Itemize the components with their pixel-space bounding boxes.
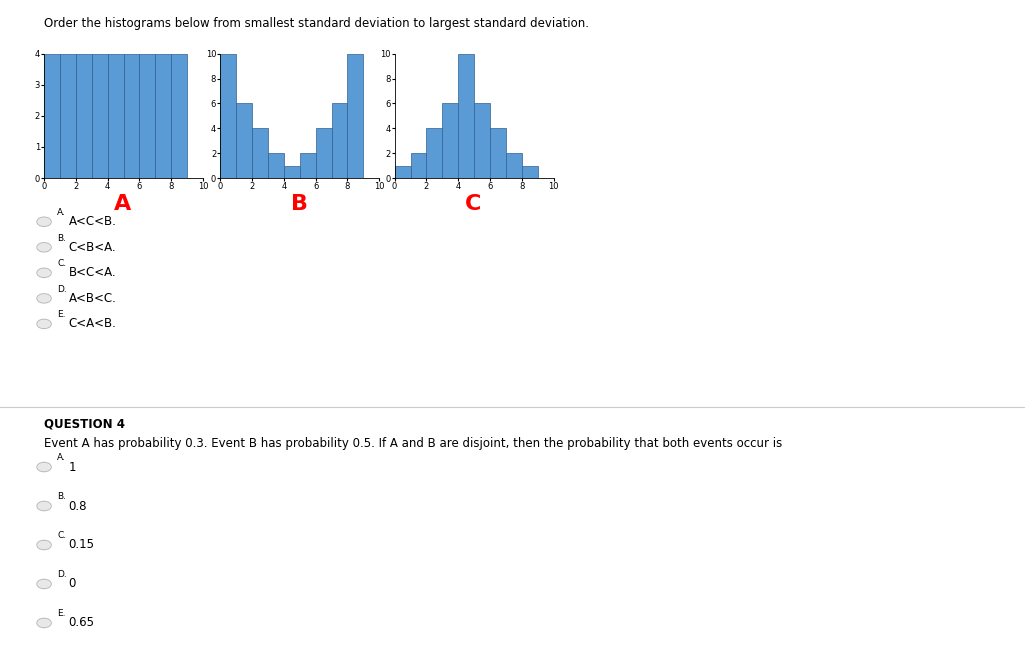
Text: B<C<A.: B<C<A. bbox=[69, 266, 116, 280]
Bar bbox=[474, 103, 490, 178]
Text: A.: A. bbox=[57, 454, 67, 462]
Text: QUESTION 4: QUESTION 4 bbox=[44, 418, 125, 431]
Text: E.: E. bbox=[57, 610, 66, 618]
Text: D.: D. bbox=[57, 285, 68, 294]
Text: C: C bbox=[465, 194, 482, 214]
Bar bbox=[347, 54, 364, 178]
Text: B: B bbox=[291, 194, 308, 214]
Bar bbox=[171, 54, 187, 178]
Text: C<A<B.: C<A<B. bbox=[69, 317, 117, 331]
Text: 0.15: 0.15 bbox=[69, 538, 94, 552]
Bar bbox=[220, 54, 236, 178]
Bar bbox=[299, 153, 316, 178]
Bar bbox=[44, 54, 59, 178]
Bar bbox=[156, 54, 171, 178]
Text: A<B<C.: A<B<C. bbox=[69, 292, 117, 305]
Text: A: A bbox=[115, 194, 131, 214]
Text: A.: A. bbox=[57, 208, 67, 217]
Text: 0.8: 0.8 bbox=[69, 499, 87, 513]
Bar bbox=[316, 128, 331, 178]
Bar bbox=[108, 54, 123, 178]
Bar bbox=[506, 153, 522, 178]
Text: D.: D. bbox=[57, 571, 68, 579]
Bar bbox=[395, 165, 410, 178]
Bar bbox=[490, 128, 506, 178]
Bar bbox=[426, 128, 442, 178]
Text: C<B<A.: C<B<A. bbox=[69, 241, 116, 254]
Bar bbox=[269, 153, 284, 178]
Bar bbox=[59, 54, 76, 178]
Text: C.: C. bbox=[57, 532, 67, 540]
Text: 1: 1 bbox=[69, 460, 76, 474]
Bar bbox=[443, 103, 458, 178]
Text: A<C<B.: A<C<B. bbox=[69, 215, 117, 228]
Text: Order the histograms below from smallest standard deviation to largest standard : Order the histograms below from smallest… bbox=[44, 17, 589, 30]
Bar bbox=[284, 165, 299, 178]
Bar bbox=[458, 54, 474, 178]
Text: Event A has probability 0.3. Event B has probability 0.5. If A and B are disjoin: Event A has probability 0.3. Event B has… bbox=[44, 437, 782, 450]
Text: B.: B. bbox=[57, 234, 67, 243]
Text: E.: E. bbox=[57, 310, 66, 319]
Bar bbox=[76, 54, 92, 178]
Bar bbox=[522, 165, 538, 178]
Text: C.: C. bbox=[57, 259, 67, 268]
Bar bbox=[252, 128, 269, 178]
Text: 0: 0 bbox=[69, 577, 76, 591]
Bar bbox=[92, 54, 108, 178]
Bar bbox=[410, 153, 426, 178]
Bar bbox=[331, 103, 347, 178]
Bar bbox=[124, 54, 139, 178]
Bar bbox=[139, 54, 156, 178]
Bar bbox=[236, 103, 252, 178]
Text: 0.65: 0.65 bbox=[69, 616, 94, 630]
Text: B.: B. bbox=[57, 493, 67, 501]
